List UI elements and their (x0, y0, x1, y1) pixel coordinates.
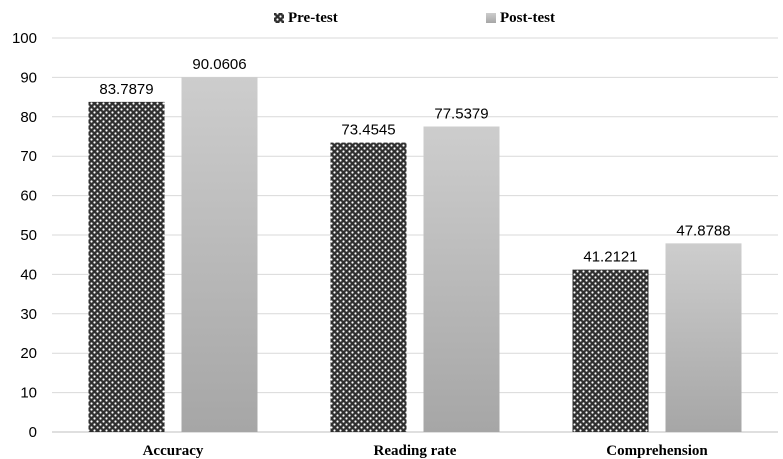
y-tick-label: 100 (12, 30, 37, 47)
y-tick-label: 10 (20, 385, 37, 402)
y-tick-label: 50 (20, 227, 37, 244)
gridlines (52, 37, 778, 394)
bar-post-test-accuracy (181, 77, 258, 432)
bar-pre-test-comprehension (572, 269, 649, 432)
category-label: Reading rate (374, 443, 457, 459)
legend-swatch (274, 13, 284, 23)
y-tick-label: 80 (20, 109, 37, 126)
category-label: Comprehension (606, 443, 708, 459)
bar-post-test-reading-rate (423, 126, 500, 432)
data-label: 83.7879 (99, 81, 153, 98)
data-label: 41.2121 (583, 249, 637, 266)
legend-swatch (486, 13, 496, 23)
legend-label: Post-test (500, 10, 555, 26)
y-tick-label: 70 (20, 148, 37, 165)
y-tick-label: 40 (20, 266, 37, 283)
legend: Pre-test Post-test (274, 10, 555, 26)
y-tick-label: 30 (20, 306, 37, 323)
y-tick-label: 60 (20, 188, 37, 205)
y-tick-label: 0 (29, 424, 37, 441)
category-label: Accuracy (143, 443, 204, 459)
y-tick-label: 90 (20, 69, 37, 86)
legend-label: Pre-test (288, 10, 338, 26)
bar-pre-test-reading-rate (330, 142, 407, 432)
data-label: 47.8788 (676, 222, 730, 239)
bar-post-test-comprehension (665, 243, 742, 432)
x-axis: Accuracy Reading rate Comprehension (143, 443, 709, 459)
data-labels: 83.7879 90.0606 73.4545 77.5379 41.2121 47.87… (99, 56, 730, 265)
data-label: 77.5379 (434, 106, 488, 123)
y-tick-label: 20 (20, 345, 37, 362)
bar-pre-test-accuracy (88, 101, 165, 432)
bars (88, 77, 742, 432)
data-label: 73.4545 (341, 122, 395, 139)
y-axis: 0 10 20 30 40 50 60 70 80 90 100 (12, 30, 778, 441)
data-label: 90.0606 (192, 56, 246, 73)
